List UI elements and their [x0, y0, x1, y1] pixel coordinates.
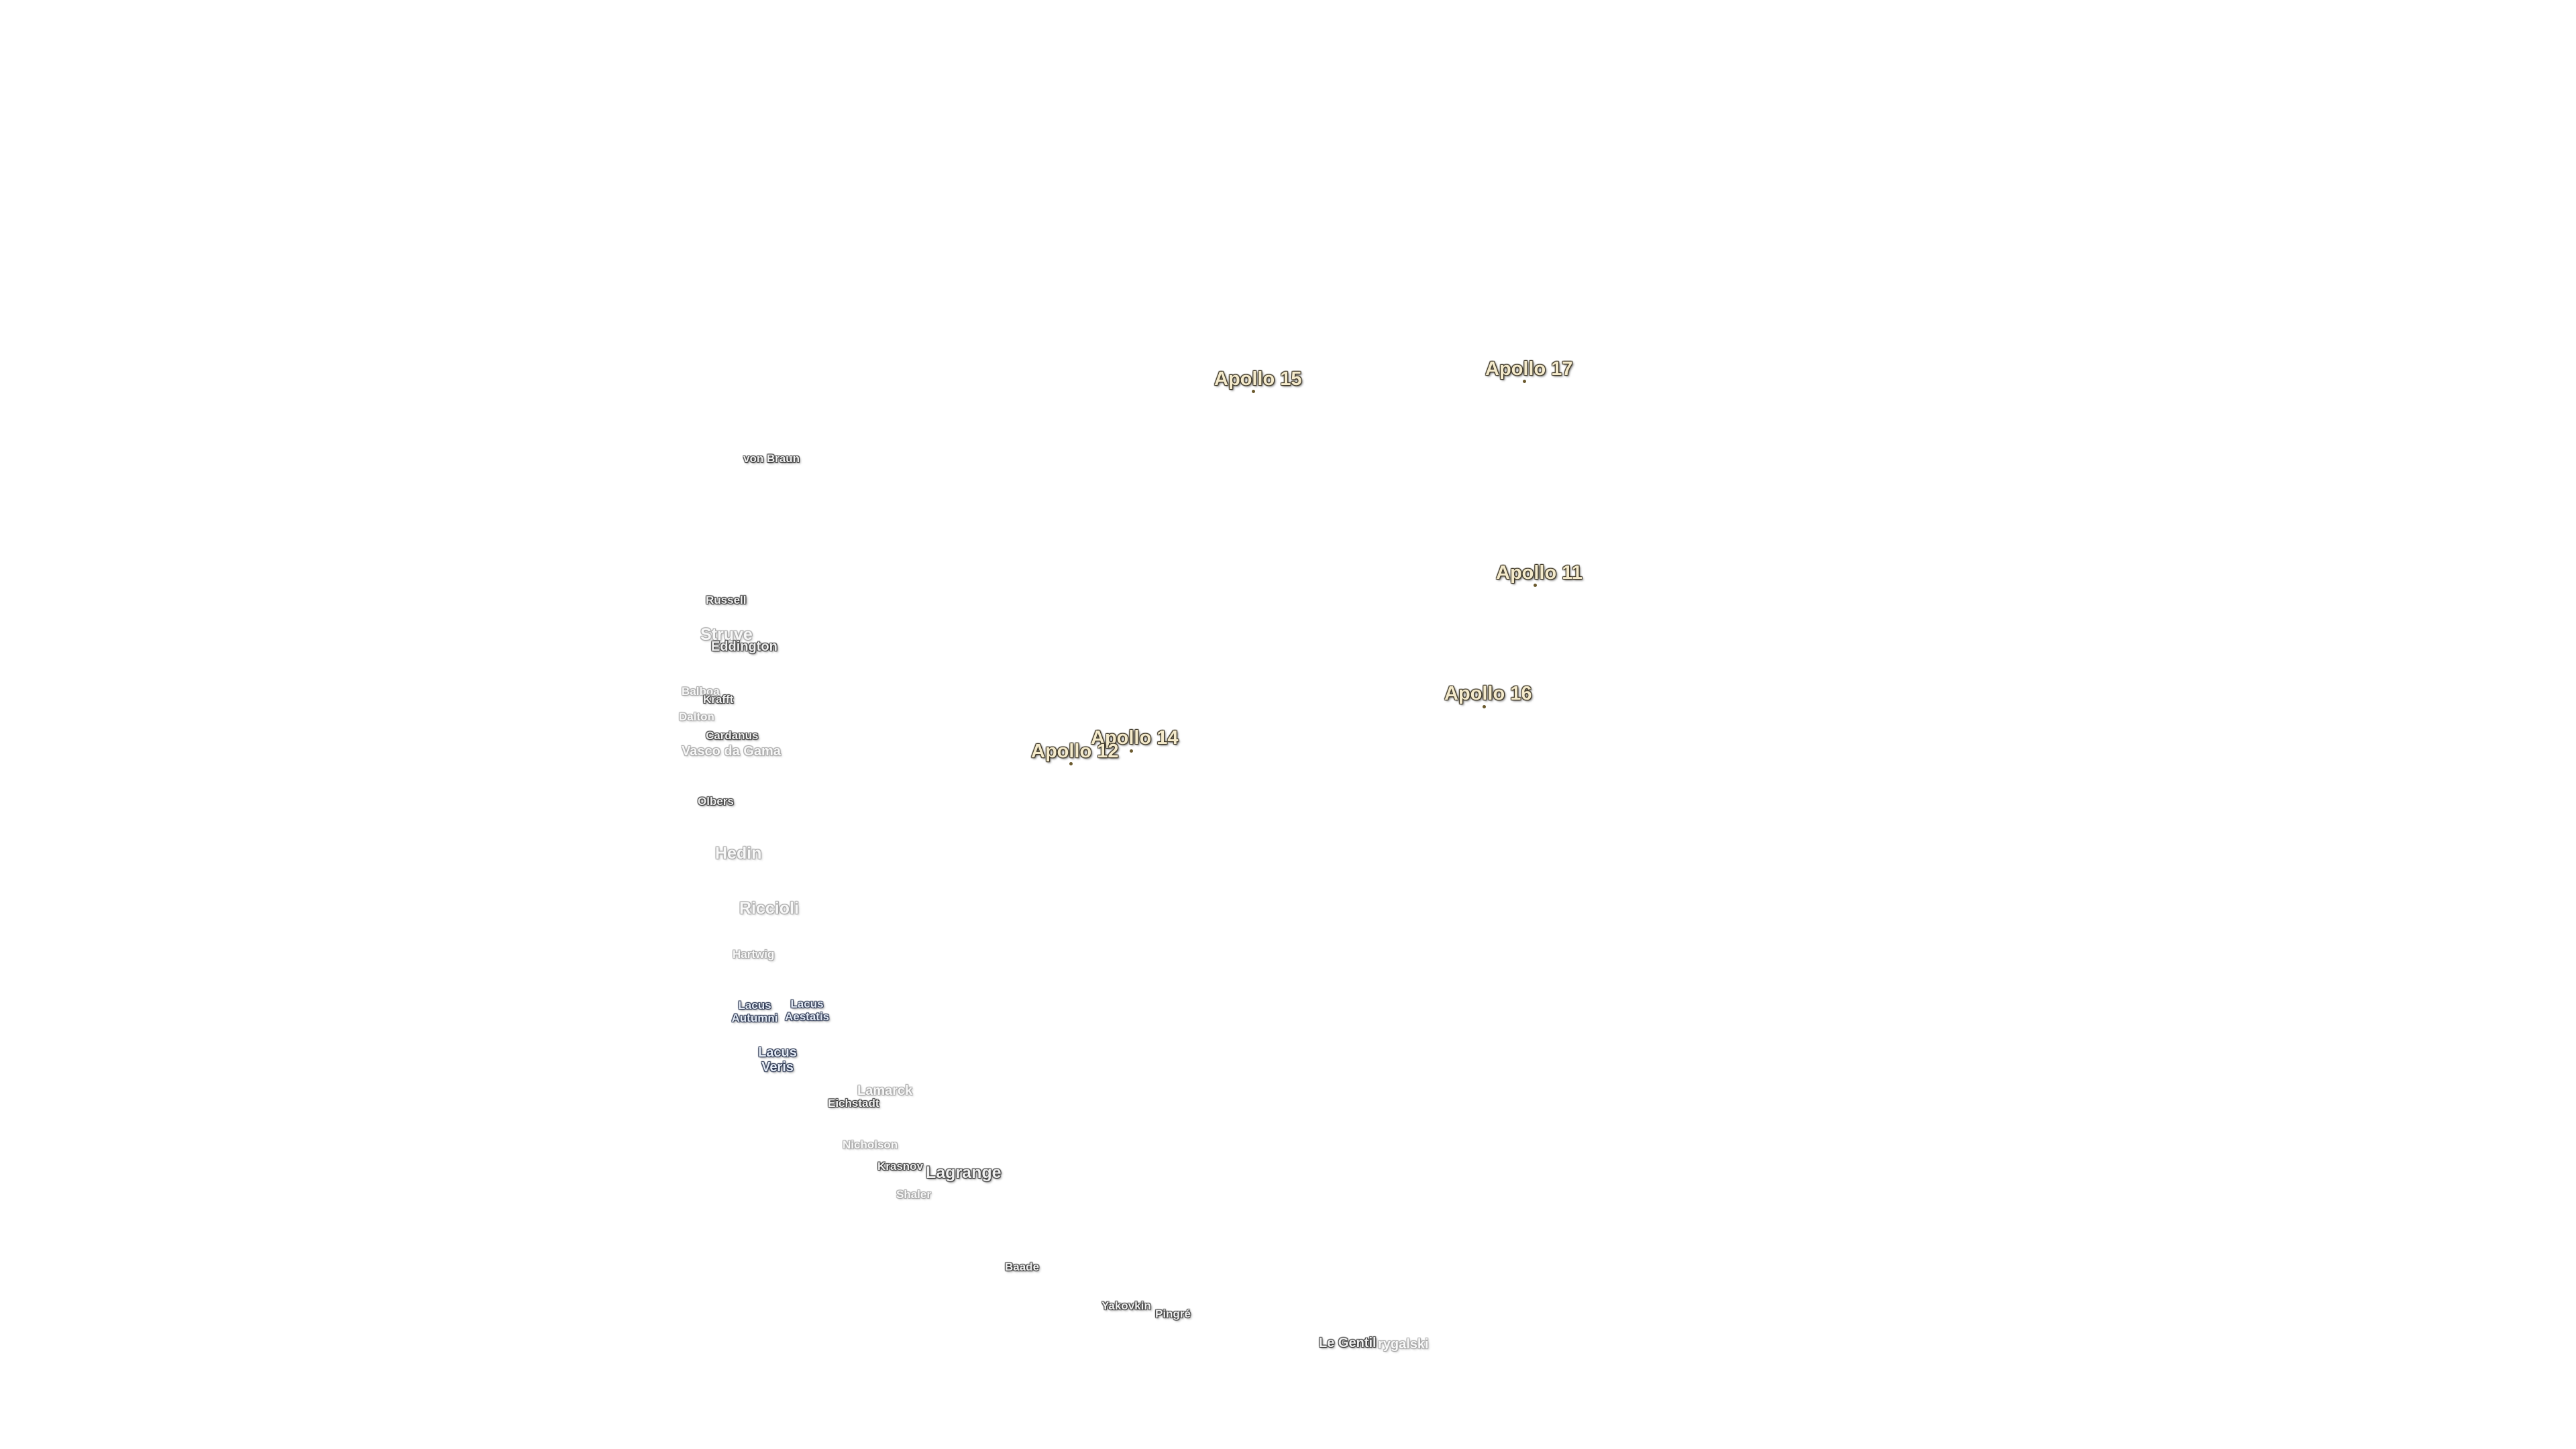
- feature-lacus-veris[interactable]: Lacus Veris: [758, 1045, 797, 1075]
- feature-rygalski[interactable]: rygalski: [1378, 1337, 1429, 1352]
- feature-russell[interactable]: Russell: [706, 594, 747, 606]
- feature-baade[interactable]: Baade: [1005, 1260, 1040, 1273]
- feature-lagrange[interactable]: Lagrange: [926, 1163, 1002, 1182]
- feature-le-gentil[interactable]: Le Gentil: [1319, 1336, 1377, 1350]
- feature-von-braun[interactable]: von Braun: [743, 452, 800, 465]
- apollo-15-marker[interactable]: [1252, 390, 1255, 393]
- feature-struve[interactable]: Struve: [700, 625, 753, 644]
- apollo-14-marker[interactable]: [1130, 749, 1133, 753]
- apollo-11-marker[interactable]: [1534, 584, 1537, 587]
- feature-krasnov[interactable]: Krasnov: [877, 1160, 924, 1173]
- feature-eddington[interactable]: Eddington: [711, 639, 777, 654]
- feature-cardanus[interactable]: Cardanus: [706, 729, 759, 742]
- feature-nicholson[interactable]: Nicholson: [843, 1138, 898, 1151]
- feature-krafft[interactable]: Krafft: [703, 693, 734, 706]
- feature-pingre[interactable]: Pingré: [1155, 1307, 1191, 1320]
- apollo-17-marker[interactable]: [1523, 380, 1526, 383]
- feature-eichstadt[interactable]: Eichstadt: [828, 1097, 879, 1110]
- feature-lacus-aestatis[interactable]: Lacus Aestatis: [785, 998, 830, 1023]
- apollo-14-label[interactable]: Apollo 14: [1091, 727, 1179, 749]
- apollo-15-label[interactable]: Apollo 15: [1214, 368, 1302, 390]
- feature-yakovkin[interactable]: Yakovkin: [1102, 1299, 1151, 1312]
- feature-balboa[interactable]: Balboa: [682, 685, 720, 698]
- apollo-11-label[interactable]: Apollo 11: [1496, 562, 1582, 584]
- apollo-16-label[interactable]: Apollo 16: [1444, 683, 1532, 704]
- feature-riccioli[interactable]: Riccioli: [739, 899, 799, 918]
- feature-olbers[interactable]: Olbers: [698, 795, 734, 808]
- apollo-17-label[interactable]: Apollo 17: [1485, 358, 1573, 380]
- feature-vasco-da-gama[interactable]: Vasco da Gama: [682, 744, 781, 759]
- feature-hartwig[interactable]: Hartwig: [733, 948, 775, 961]
- apollo-12-marker[interactable]: [1069, 762, 1073, 765]
- feature-lacus-autumni[interactable]: Lacus Autumni: [731, 999, 778, 1024]
- apollo-12-label[interactable]: Apollo 12: [1031, 741, 1119, 762]
- feature-dalton[interactable]: Dalton: [679, 710, 714, 723]
- feature-shaler[interactable]: Shaler: [896, 1188, 931, 1201]
- feature-hedin[interactable]: Hedin: [715, 844, 762, 863]
- apollo-16-marker[interactable]: [1483, 705, 1486, 708]
- feature-lamarck[interactable]: Lamarck: [857, 1083, 913, 1098]
